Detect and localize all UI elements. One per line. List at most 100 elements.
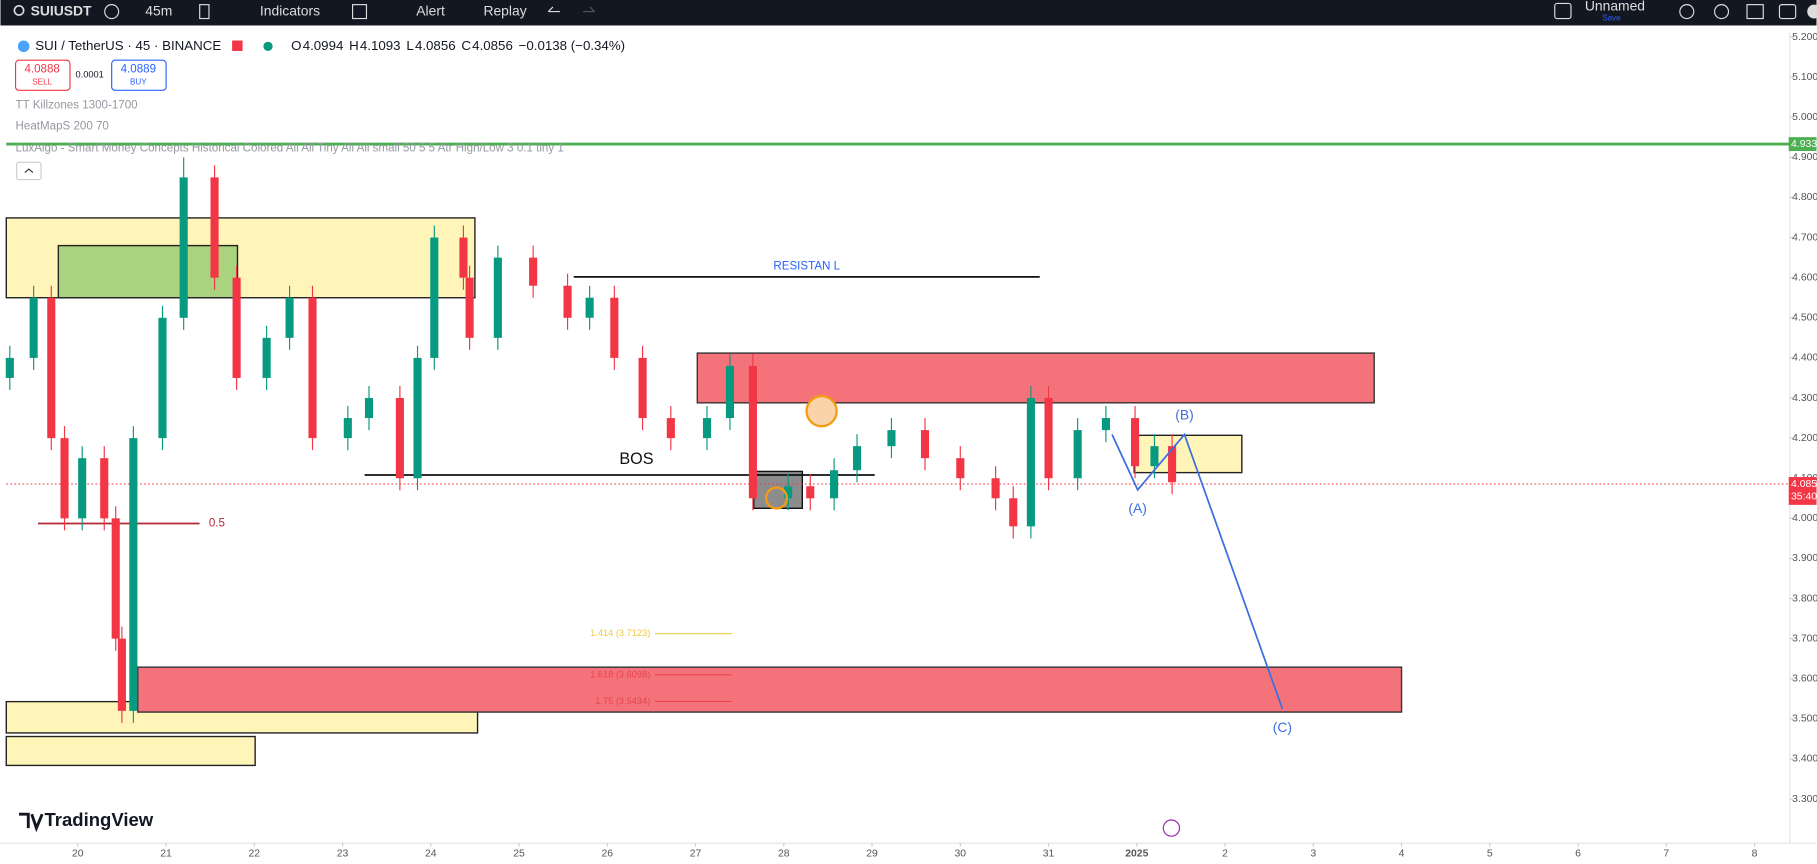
x-tick-label: 5 (1487, 848, 1493, 859)
replay-button[interactable]: Replay (483, 2, 526, 18)
candle-body (887, 430, 896, 447)
quick-search[interactable] (1679, 4, 1695, 20)
zone (1133, 434, 1243, 474)
marker-circle (805, 394, 838, 428)
candle-body (610, 297, 619, 358)
candle-body (585, 297, 594, 318)
x-tick-label: 26 (601, 848, 613, 859)
x-tick-label: 7 (1663, 848, 1669, 859)
candle-body (1101, 418, 1110, 431)
y-tick-label: 4.600 (1792, 272, 1817, 283)
flag[interactable] (232, 40, 243, 51)
wave-line (1111, 432, 1284, 710)
alert-button[interactable]: Alert (416, 2, 445, 18)
study-title: TT Killzones 1300-1700 (16, 99, 138, 111)
buy-price[interactable]: 4.0889 (121, 64, 156, 76)
candle-body (129, 438, 138, 711)
candle-body (638, 357, 647, 419)
candle-body (285, 297, 294, 338)
candle-body (117, 638, 126, 711)
collapse-legend[interactable] (16, 161, 42, 181)
candle-body (806, 486, 815, 499)
snapshot-button[interactable] (1778, 4, 1797, 20)
x-tick-label: 24 (425, 848, 437, 859)
collapse-icon[interactable] (24, 168, 34, 174)
candle-body (1130, 418, 1140, 467)
candle-body (493, 257, 502, 338)
candle-body (991, 478, 1000, 499)
y-tick-label: 3.500 (1792, 714, 1817, 725)
layout-name[interactable]: Unnamed (1585, 0, 1645, 14)
candle-body (430, 237, 439, 358)
x-tick-label: 20 (72, 848, 84, 859)
candle-body (1073, 430, 1082, 479)
candle-body (158, 317, 167, 439)
x-tick-label: 27 (690, 848, 702, 859)
x-tick-label: 21 (160, 848, 172, 859)
sell-button[interactable] (14, 59, 71, 91)
zone (753, 470, 804, 510)
x-tick-label: 22 (248, 848, 260, 859)
templates-button[interactable] (351, 4, 368, 20)
y-tick-label: 4.800 (1792, 192, 1817, 203)
publish-button[interactable] (1807, 4, 1817, 19)
chart-type-button[interactable] (199, 4, 210, 20)
sell-price[interactable]: 4.0888 (24, 64, 59, 76)
market-status (263, 41, 273, 51)
x-tick-label: 4 (1399, 848, 1405, 859)
wave-label: (C) (1273, 719, 1292, 735)
y-tick-label: 4.300 (1792, 393, 1817, 404)
buy-label[interactable]: BUY (130, 77, 147, 86)
search-icon[interactable] (13, 4, 25, 16)
fullscreen-button[interactable] (1746, 4, 1764, 20)
x-tick-label: 2 (1222, 848, 1228, 859)
candle-body (29, 297, 38, 358)
candle-body (60, 438, 69, 519)
spread: 0.0001 (76, 70, 104, 80)
settings-button[interactable] (1714, 4, 1730, 20)
candle-body (47, 297, 56, 439)
undo-button[interactable] (547, 6, 560, 13)
sell-label[interactable]: SELL (32, 77, 52, 86)
y-tick-label: 5.200 (1792, 32, 1817, 43)
x-tick-label: 6 (1575, 848, 1581, 859)
candle-body (529, 257, 538, 286)
study-title: HeatMapS 200 70 (16, 120, 109, 132)
indicators-button[interactable]: Indicators (260, 2, 320, 18)
x-tick-label: 28 (778, 848, 790, 859)
drawn-line-label: RESISTAN L (773, 261, 840, 273)
x-tick-label: 2025 (1125, 848, 1148, 859)
candle-body (308, 297, 317, 439)
x-tick-label: 29 (866, 848, 878, 859)
symbol-search[interactable]: SUIUSDT (31, 2, 92, 18)
symbol-logo (17, 40, 30, 53)
marker-circle (764, 486, 789, 510)
candle-body (725, 365, 735, 419)
compare-button[interactable] (104, 4, 120, 20)
layout-icon[interactable] (1554, 2, 1572, 20)
y-tick-label: 3.800 (1792, 593, 1817, 604)
y-tick-label: 3.700 (1792, 633, 1817, 644)
candle-body (343, 418, 352, 439)
y-tick-label: 5.000 (1792, 112, 1817, 123)
ohlc-value: 4.0856 (415, 38, 456, 53)
candle-body (262, 337, 271, 378)
event-icon[interactable] (1162, 819, 1181, 837)
candle-body (78, 458, 87, 519)
candle-body (111, 518, 120, 639)
countdown: 35:40 (1791, 491, 1817, 502)
candle-body (702, 418, 712, 439)
plot: RESISTAN L BOS 0.5 1.414 (3.7123) 1.618 (3.6… (5, 142, 1790, 767)
interval-button[interactable]: 45m (145, 2, 172, 18)
save-label[interactable]: Save (1602, 14, 1621, 23)
redo-button[interactable] (583, 6, 596, 13)
candle-body (666, 418, 675, 439)
ohlc-key: H (349, 38, 359, 53)
y-tick-label: 3.900 (1792, 553, 1817, 564)
ohlc-value: 4.1093 (360, 38, 401, 53)
buy-button[interactable] (111, 59, 167, 91)
ohlc-key: O (291, 38, 301, 53)
candle-body (1150, 446, 1159, 467)
